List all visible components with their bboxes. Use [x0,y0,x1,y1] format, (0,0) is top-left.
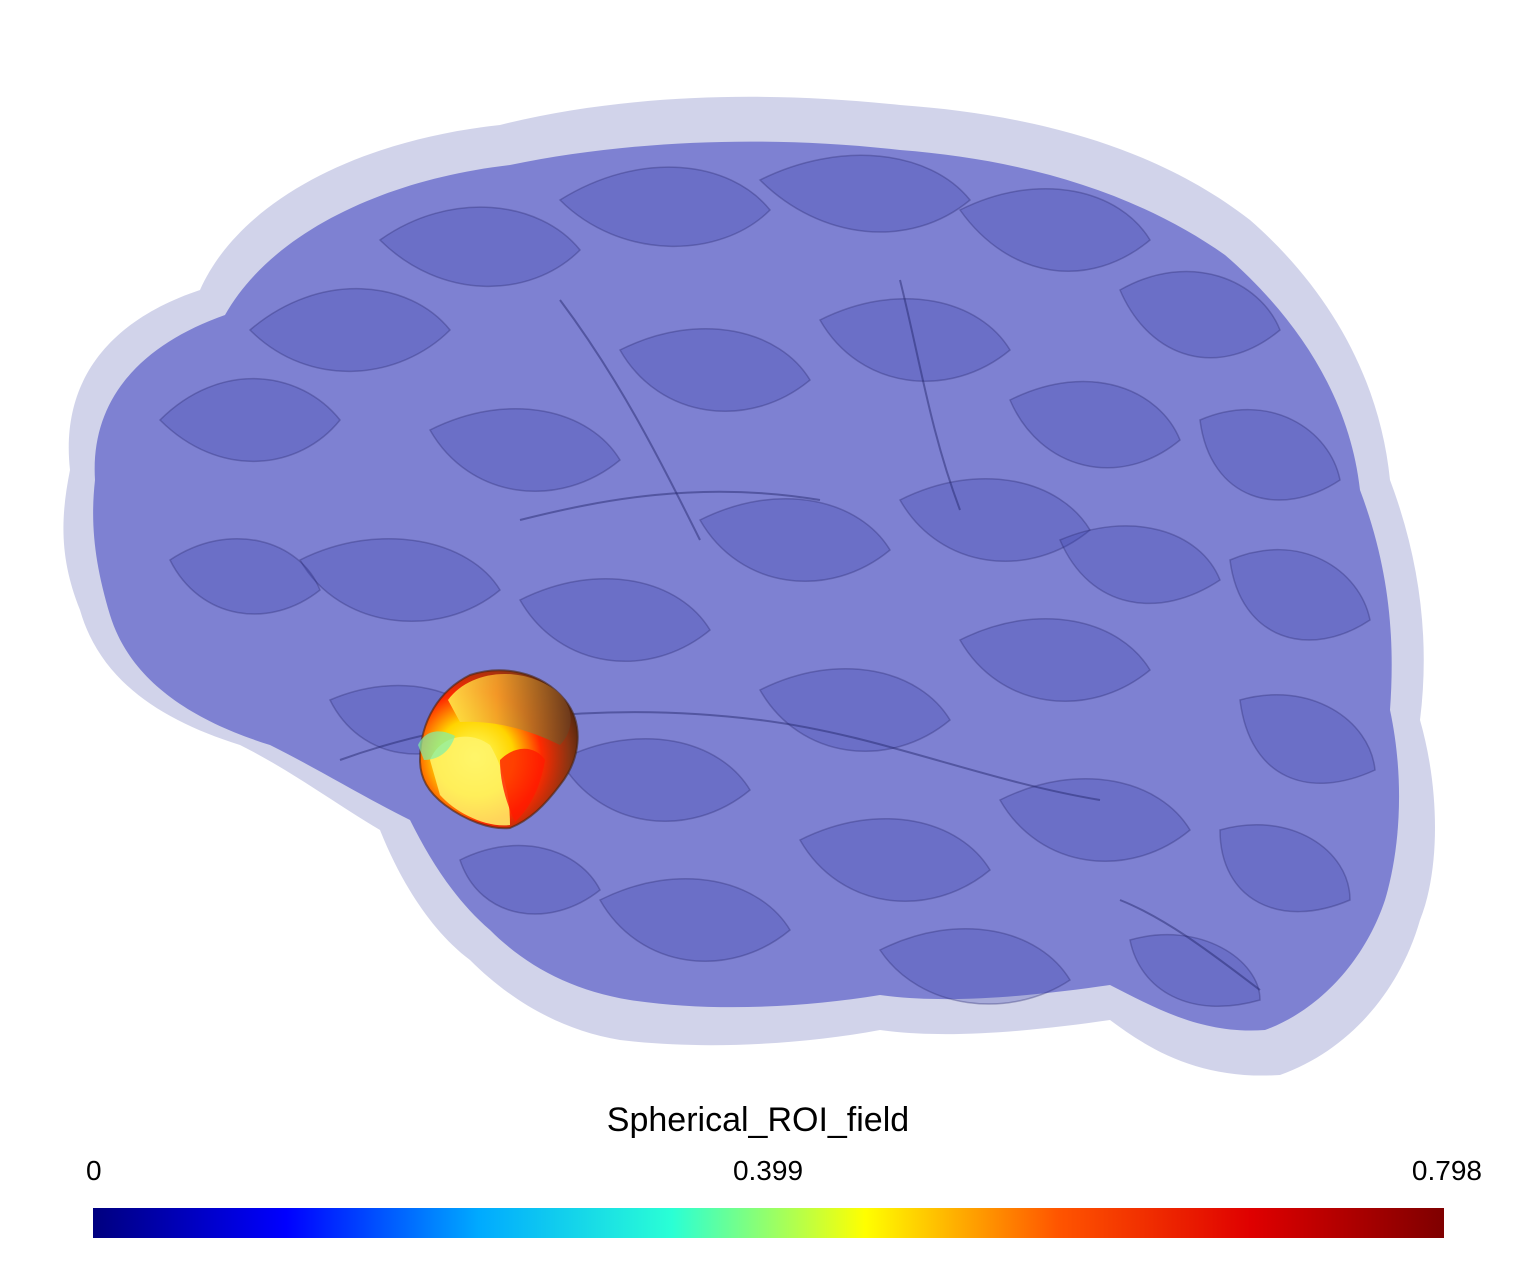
spherical-roi [418,669,579,830]
cortex-body [93,141,1400,1031]
colorbar-gradient [93,1208,1444,1238]
cortex-gyri [158,154,1376,1008]
colorbar-max-label: 0.798 [1411,1155,1482,1186]
colorbar-title: Spherical_ROI_field [606,1101,910,1139]
colorbar-mid-label: 0.399 [732,1155,804,1186]
colorbar-min-label: 0 [86,1155,102,1186]
brain-surface-render [63,96,1436,1076]
